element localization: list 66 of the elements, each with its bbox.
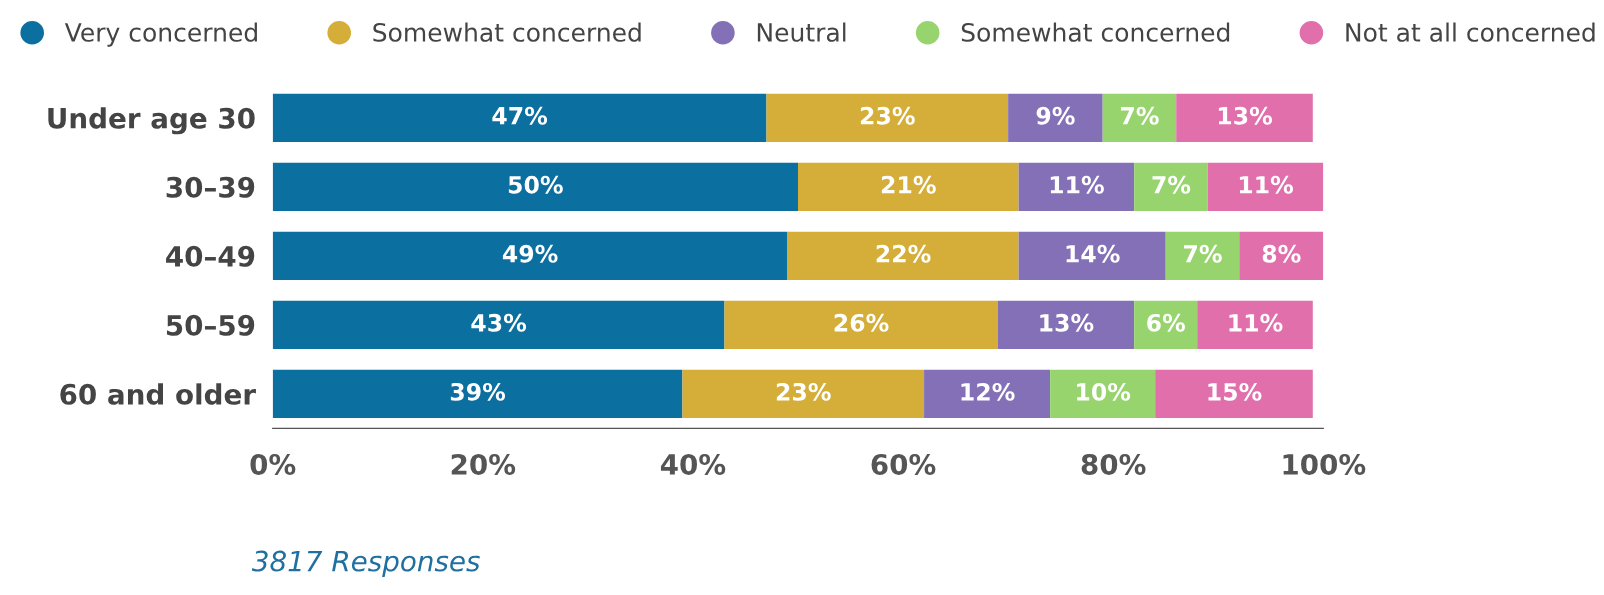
bar bbox=[1155, 369, 1313, 419]
bar bbox=[787, 231, 1019, 281]
y-tick-label: 40–49 bbox=[166, 245, 255, 267]
x-tick-label: 80% bbox=[1081, 453, 1146, 475]
legend-label: Neutral bbox=[757, 22, 846, 42]
data-label: 50% bbox=[508, 175, 563, 194]
legend-label: Very concerned bbox=[64, 22, 257, 47]
data-label: 7% bbox=[1152, 175, 1191, 194]
data-label: 8% bbox=[1262, 244, 1301, 263]
text: 3817 Responses bbox=[251, 550, 480, 577]
y-tick-label: 60 and older bbox=[60, 383, 256, 405]
bar bbox=[1018, 162, 1135, 211]
bar bbox=[997, 300, 1135, 350]
bar bbox=[1050, 369, 1156, 419]
bar bbox=[1018, 231, 1166, 281]
bar bbox=[1102, 93, 1177, 142]
data-label: 47% bbox=[492, 106, 548, 125]
data-label: 6% bbox=[1147, 313, 1185, 332]
data-label: 11% bbox=[1239, 175, 1294, 194]
y-tick-label: 50–59 bbox=[166, 314, 255, 336]
x-tick-label: 20% bbox=[451, 453, 516, 475]
bar bbox=[1197, 300, 1313, 350]
bar bbox=[272, 300, 725, 350]
bar bbox=[272, 162, 798, 211]
bar bbox=[272, 93, 767, 142]
data-label: 12% bbox=[961, 382, 1015, 401]
data-label: 23% bbox=[860, 106, 915, 125]
x-tick-label: 40% bbox=[660, 453, 726, 475]
y-tick-label: Under age 30 bbox=[48, 107, 255, 135]
bar bbox=[682, 369, 925, 419]
data-label: 26% bbox=[834, 313, 889, 332]
legend-label: Not at all concerned bbox=[1346, 22, 1595, 42]
bar bbox=[797, 162, 1019, 211]
data-label: 13% bbox=[1218, 106, 1273, 125]
data-label: 7% bbox=[1120, 106, 1159, 125]
legend-label: Somewhat concerned bbox=[961, 22, 1230, 42]
bar bbox=[272, 231, 788, 281]
x-tick-label: 60% bbox=[871, 453, 936, 475]
bar bbox=[766, 93, 1009, 142]
data-label: 10% bbox=[1077, 382, 1131, 401]
data-label: 49% bbox=[502, 244, 558, 263]
data-label: 43% bbox=[471, 313, 527, 332]
bar bbox=[724, 300, 998, 350]
bar bbox=[272, 369, 683, 419]
data-label: 9% bbox=[1036, 106, 1075, 125]
bar bbox=[1176, 93, 1313, 142]
bar bbox=[1239, 231, 1324, 281]
bar bbox=[1165, 231, 1240, 281]
data-label: 11% bbox=[1050, 175, 1104, 194]
data-label: 15% bbox=[1208, 382, 1262, 401]
bar bbox=[924, 369, 1051, 419]
data-label: 7% bbox=[1184, 244, 1222, 263]
y-tick-label: 30–39 bbox=[166, 176, 255, 198]
bar bbox=[1008, 93, 1103, 142]
x-tick-label: 100% bbox=[1283, 453, 1366, 475]
data-label: 22% bbox=[876, 244, 931, 263]
data-label: 13% bbox=[1040, 313, 1094, 332]
legend-label: Somewhat concerned bbox=[373, 22, 641, 42]
bar bbox=[1134, 162, 1208, 211]
data-label: 23% bbox=[776, 382, 831, 401]
data-label: 39% bbox=[450, 382, 506, 401]
x-tick-label: 0% bbox=[250, 453, 296, 475]
bar bbox=[1207, 162, 1324, 211]
data-label: 21% bbox=[881, 175, 936, 194]
data-label: 14% bbox=[1066, 244, 1120, 263]
data-label: 11% bbox=[1229, 313, 1283, 332]
